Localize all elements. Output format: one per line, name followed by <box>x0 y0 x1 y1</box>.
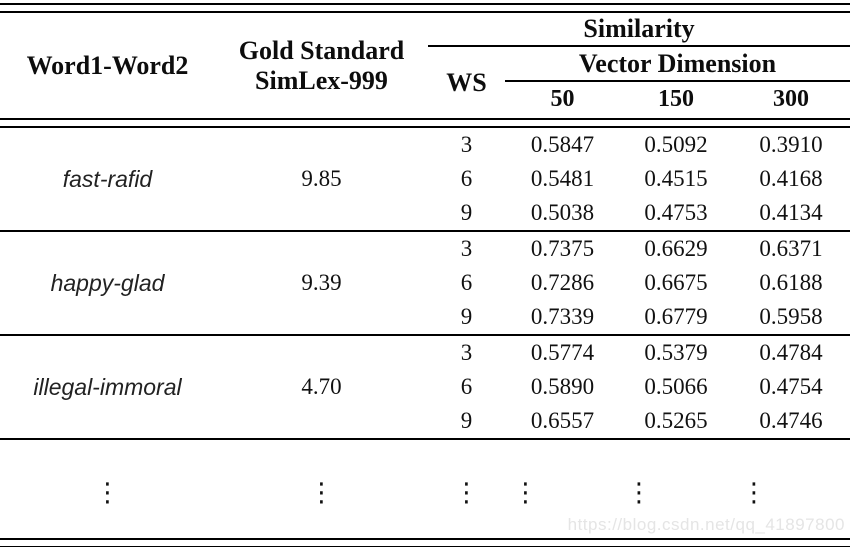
col-header-word-pair: Word1-Word2 <box>26 50 189 80</box>
table-row: 9 0.6557 0.5265 0.4746 <box>0 404 850 438</box>
vdots-word-pair: ⋮ <box>94 478 121 508</box>
sim-300-cell: 0.4134 <box>759 200 823 225</box>
bottom-double-rule <box>0 538 850 547</box>
table-row: 9 0.5038 0.4753 0.4134 <box>0 196 850 230</box>
watermark-url: https://blog.csdn.net/qq_41897800 <box>567 515 845 534</box>
table-header: Word1-Word2 Gold Standard SimLex-999 Sim… <box>0 13 850 128</box>
group-separator-row <box>0 334 850 336</box>
col-header-ws: WS <box>446 67 487 97</box>
table-row: happy-glad 9.39 3 0.7375 0.6629 0.6371 <box>0 232 850 296</box>
gold-standard-line1: Gold Standard <box>238 35 405 65</box>
ws-cell: 6 <box>460 166 473 191</box>
header-double-rule <box>0 118 850 128</box>
sim-50-cell: 0.5774 <box>530 340 595 365</box>
sim-150-cell: 0.6629 <box>644 236 708 261</box>
ws-cell: 6 <box>460 270 473 295</box>
gold-score-cell: 4.70 <box>301 374 342 399</box>
sim-50-cell: 0.7286 <box>530 270 595 295</box>
sim-50-cell: 0.7375 <box>530 236 595 261</box>
sim-150-cell: 0.6675 <box>644 270 708 295</box>
table-row: 6 0.5481 0.4515 0.4168 <box>0 162 850 196</box>
group-separator-row <box>0 230 850 232</box>
sim-50-cell: 0.7339 <box>530 304 595 329</box>
ws-cell: 3 <box>460 236 473 261</box>
sim-300-cell: 0.6188 <box>759 270 823 295</box>
word-pair-cell: illegal-immoral <box>33 373 182 400</box>
sim-300-cell: 0.4754 <box>759 374 823 399</box>
group-separator-rule <box>0 334 850 336</box>
ws-cell: 3 <box>460 340 473 365</box>
table-row: 6 0.5890 0.5066 0.4754 <box>0 370 850 404</box>
vdots-ws: ⋮ <box>453 478 480 508</box>
vdots-dim-50: ⋮ <box>512 478 539 508</box>
sim-150-cell: 0.4753 <box>644 200 708 225</box>
col-header-dim-300: 300 <box>773 86 810 113</box>
ws-cell: 9 <box>460 304 473 329</box>
header-rule-row <box>0 118 850 128</box>
table-row: fast-rafid 9.85 3 0.5847 0.5092 0.3910 <box>0 128 850 192</box>
ws-cell: 6 <box>460 374 473 399</box>
word-pair-cell: fast-rafid <box>62 165 153 192</box>
gold-standard-line2: SimLex-999 <box>255 65 388 95</box>
sim-50-cell: 0.6557 <box>530 408 595 433</box>
header-row-1: Word1-Word2 Gold Standard SimLex-999 Sim… <box>0 13 850 95</box>
table-row: 9 0.7339 0.6779 0.5958 <box>0 300 850 334</box>
sim-50-cell: 0.5890 <box>530 374 595 399</box>
table-row: illegal-immoral 4.70 3 0.5774 0.5379 0.4… <box>0 336 850 400</box>
ws-cell: 9 <box>460 408 473 433</box>
sim-50-cell: 0.5847 <box>530 132 595 157</box>
group-separator-rule <box>0 230 850 232</box>
table-body: fast-rafid 9.85 3 0.5847 0.5092 0.3910 6… <box>0 128 850 538</box>
header-row-3: 50 150 300 <box>0 82 850 118</box>
sim-150-cell: 0.5066 <box>644 374 708 399</box>
sim-150-cell: 0.6779 <box>644 304 708 329</box>
vdots-dim-300: ⋮ <box>741 478 768 508</box>
continuation-row: ⋮ ⋮ ⋮ ⋮ ⋮ ⋮ <box>0 440 850 538</box>
sim-300-cell: 0.6371 <box>759 236 823 261</box>
col-header-gold-standard: Gold Standard SimLex-999 <box>215 13 428 118</box>
col-header-dim-150: 150 <box>658 86 694 113</box>
table-row: 6 0.7286 0.6675 0.6188 <box>0 266 850 300</box>
sim-150-cell: 0.5265 <box>644 408 708 433</box>
word-pair-cell: happy-glad <box>50 269 165 296</box>
col-header-similarity: Similarity <box>428 13 850 47</box>
gold-score-cell: 9.85 <box>301 166 342 191</box>
sim-50-cell: 0.5038 <box>530 200 595 225</box>
vdots-dim-150: ⋮ <box>626 478 652 508</box>
sim-300-cell: 0.3910 <box>759 132 823 157</box>
group-separator-row <box>0 438 850 440</box>
col-header-dim-50: 50 <box>550 86 575 113</box>
sim-300-cell: 0.4746 <box>759 408 823 433</box>
similarity-table: Word1-Word2 Gold Standard SimLex-999 Sim… <box>0 13 850 538</box>
sim-300-cell: 0.4784 <box>759 340 823 365</box>
col-header-vector-dimension: Vector Dimension <box>505 47 850 82</box>
sim-300-cell: 0.4168 <box>759 166 823 191</box>
ws-cell: 3 <box>460 132 473 157</box>
group-separator-rule <box>0 438 850 440</box>
sim-150-cell: 0.5092 <box>644 132 708 157</box>
sim-300-cell: 0.5958 <box>759 304 823 329</box>
sim-50-cell: 0.5481 <box>530 166 595 191</box>
sim-150-cell: 0.4515 <box>644 166 708 191</box>
sim-150-cell: 0.5379 <box>644 340 708 365</box>
gold-score-cell: 9.39 <box>301 270 342 295</box>
ws-cell: 9 <box>460 200 473 225</box>
vdots-gold: ⋮ <box>308 478 335 508</box>
header-row-2: WS Vector Dimension <box>0 47 850 97</box>
top-double-rule <box>0 3 850 13</box>
